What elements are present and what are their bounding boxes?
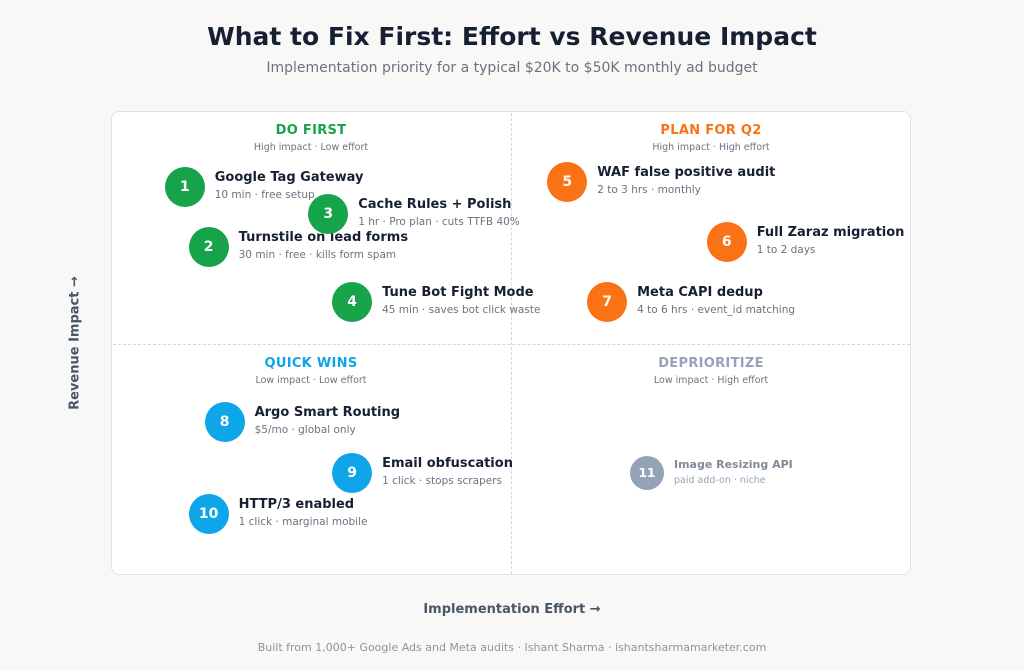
priority-badge-9: 9 — [332, 452, 373, 493]
item-name-11: Image Resizing API — [673, 457, 793, 471]
item-name-7: Meta CAPI dedup — [637, 285, 763, 300]
footer-credit: Built from 1,000+ Google Ads and Meta au… — [257, 641, 767, 654]
chart-subtitle: Implementation priority for a typical $2… — [266, 60, 758, 76]
priority-badge-3: 3 — [308, 194, 349, 235]
quadrant-title-quick-wins: QUICK WINS — [264, 356, 358, 371]
quadrant-subtitle-plan: High impact · High effort — [652, 142, 770, 153]
item-name-1: Google Tag Gateway — [214, 169, 364, 185]
item-desc-10: 1 click · marginal mobile — [238, 516, 368, 529]
item-desc-2: 30 min · free · kills form spam — [238, 248, 397, 261]
priority-badge-2: 2 — [188, 226, 229, 267]
quadrant-subtitle-quick-wins: Low impact · Low effort — [255, 375, 367, 386]
item-name-5: WAF false positive audit — [597, 165, 776, 181]
item-name-4: Tune Bot Fight Mode — [382, 285, 534, 300]
priority-badge-5: 5 — [547, 162, 588, 203]
item-name-8: Argo Smart Routing — [254, 404, 401, 420]
horizontal-divider — [113, 344, 910, 345]
priority-badge-8: 8 — [204, 401, 245, 442]
item-name-10: HTTP/3 enabled — [238, 497, 355, 513]
priority-badge-7: 7 — [587, 282, 628, 322]
priority-badge-6: 6 — [706, 222, 747, 263]
vertical-divider — [511, 113, 512, 574]
quadrant-title-plan: PLAN FOR Q2 — [660, 123, 762, 138]
x-axis-label: Implementation Effort → — [423, 602, 601, 617]
item-name-9: Email obfuscation — [382, 455, 513, 471]
item-name-6: Full Zaraz migration — [756, 225, 905, 241]
item-desc-5: 2 to 3 hrs · monthly — [597, 184, 701, 197]
priority-badge-11: 11 — [629, 455, 664, 490]
quadrant-title-do-first: DO FIRST — [275, 123, 347, 138]
item-desc-7: 4 to 6 hrs · event_id matching — [637, 304, 796, 316]
item-desc-11: paid add-on · niche — [673, 474, 766, 486]
item-desc-9: 1 click · stops scrapers — [382, 474, 502, 487]
item-desc-6: 1 to 2 days — [756, 244, 816, 257]
priority-badge-4: 4 — [332, 282, 373, 322]
item-name-2: Turnstile on lead forms — [238, 229, 409, 245]
item-desc-8: $5/mo · global only — [254, 423, 356, 436]
item-desc-3: 1 hr · Pro plan · cuts TTFB 40% — [358, 216, 520, 229]
item-desc-1: 10 min · free setup — [214, 188, 315, 201]
quadrant-title-deprioritize: DEPRIORITIZE — [658, 356, 764, 371]
quadrant-subtitle-deprioritize: Low impact · High effort — [653, 375, 769, 386]
item-name-3: Cache Rules + Polish — [358, 197, 512, 213]
priority-badge-10: 10 — [188, 494, 229, 535]
priority-badge-1: 1 — [164, 166, 205, 207]
item-desc-4: 45 min · saves bot click waste — [382, 304, 541, 316]
quadrant-subtitle-do-first: High impact · Low effort — [253, 142, 369, 153]
y-axis-label: Revenue Impact → — [67, 276, 83, 410]
chart-title: What to Fix First: Effort vs Revenue Imp… — [207, 22, 817, 51]
